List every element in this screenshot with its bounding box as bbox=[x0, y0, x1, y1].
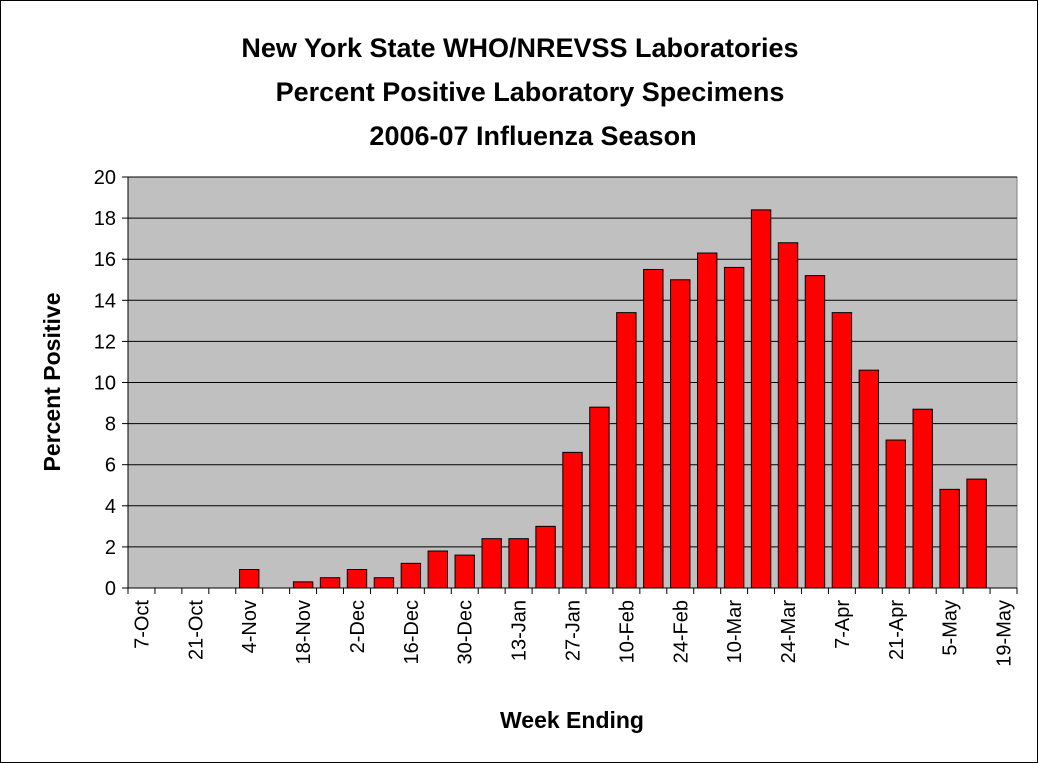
y-tick-label: 14 bbox=[94, 290, 116, 312]
y-tick-label: 20 bbox=[94, 167, 116, 189]
bar bbox=[750, 209, 772, 589]
bar bbox=[966, 478, 987, 589]
bar bbox=[535, 525, 556, 589]
y-tick-label: 0 bbox=[105, 578, 116, 600]
x-axis-title: Week Ending bbox=[500, 707, 644, 733]
x-tick-label: 10-Feb bbox=[616, 600, 638, 663]
x-tick-label: 27-Jan bbox=[563, 600, 585, 661]
bar bbox=[239, 569, 260, 589]
y-tick-label: 6 bbox=[105, 455, 116, 477]
x-tick-label: 7-Apr bbox=[832, 600, 854, 649]
x-tick-label: 2-Dec bbox=[347, 600, 369, 653]
bar bbox=[777, 242, 799, 589]
bar bbox=[400, 562, 422, 589]
bar bbox=[616, 312, 637, 589]
bar bbox=[508, 538, 529, 589]
x-tick-label: 5-May bbox=[940, 600, 962, 656]
y-tick-label: 2 bbox=[105, 537, 116, 559]
bar bbox=[319, 577, 341, 589]
bar bbox=[373, 577, 395, 589]
bar bbox=[670, 279, 691, 589]
chart-title: New York State WHO/NREVSS Laboratories bbox=[241, 33, 798, 63]
bar bbox=[858, 369, 880, 589]
bar bbox=[454, 554, 475, 589]
x-tick-label: 19-May bbox=[994, 600, 1016, 667]
bar bbox=[643, 268, 664, 589]
chart-title: Percent Positive Laboratory Specimens bbox=[276, 77, 785, 107]
bar bbox=[292, 581, 314, 589]
x-tick-label: 4-Nov bbox=[239, 600, 261, 653]
bar bbox=[346, 569, 368, 589]
x-tick-label: 24-Feb bbox=[670, 600, 692, 663]
chart-title: 2006-07 Influenza Season bbox=[369, 121, 696, 151]
bar bbox=[912, 408, 933, 589]
y-tick-label: 4 bbox=[105, 496, 116, 518]
x-tick-label: 10-Mar bbox=[724, 600, 746, 664]
bar bbox=[723, 266, 745, 589]
bar bbox=[481, 538, 502, 589]
bar bbox=[589, 406, 610, 589]
bar bbox=[427, 550, 449, 589]
y-tick-label: 16 bbox=[94, 249, 116, 271]
x-tick-label: 30-Dec bbox=[455, 600, 477, 664]
x-tick-label: 21-Apr bbox=[886, 600, 908, 660]
x-tick-label: 16-Dec bbox=[401, 600, 423, 664]
y-tick-label: 12 bbox=[94, 331, 116, 353]
bar bbox=[696, 252, 718, 589]
x-tick-label: 21-Oct bbox=[185, 600, 207, 660]
x-tick-label: 13-Jan bbox=[509, 600, 531, 661]
y-axis-title: Percent Positive bbox=[39, 293, 65, 472]
bar bbox=[831, 312, 853, 589]
bar bbox=[885, 439, 906, 589]
y-tick-label: 10 bbox=[94, 373, 116, 395]
y-tick-label: 8 bbox=[105, 414, 116, 436]
x-tick-label: 24-Mar bbox=[778, 600, 800, 664]
x-tick-label: 18-Nov bbox=[293, 600, 315, 664]
bar bbox=[562, 451, 583, 589]
x-tick-label: 7-Oct bbox=[131, 600, 153, 649]
bar bbox=[804, 275, 826, 589]
bar bbox=[939, 488, 960, 589]
y-tick-label: 18 bbox=[94, 208, 116, 230]
